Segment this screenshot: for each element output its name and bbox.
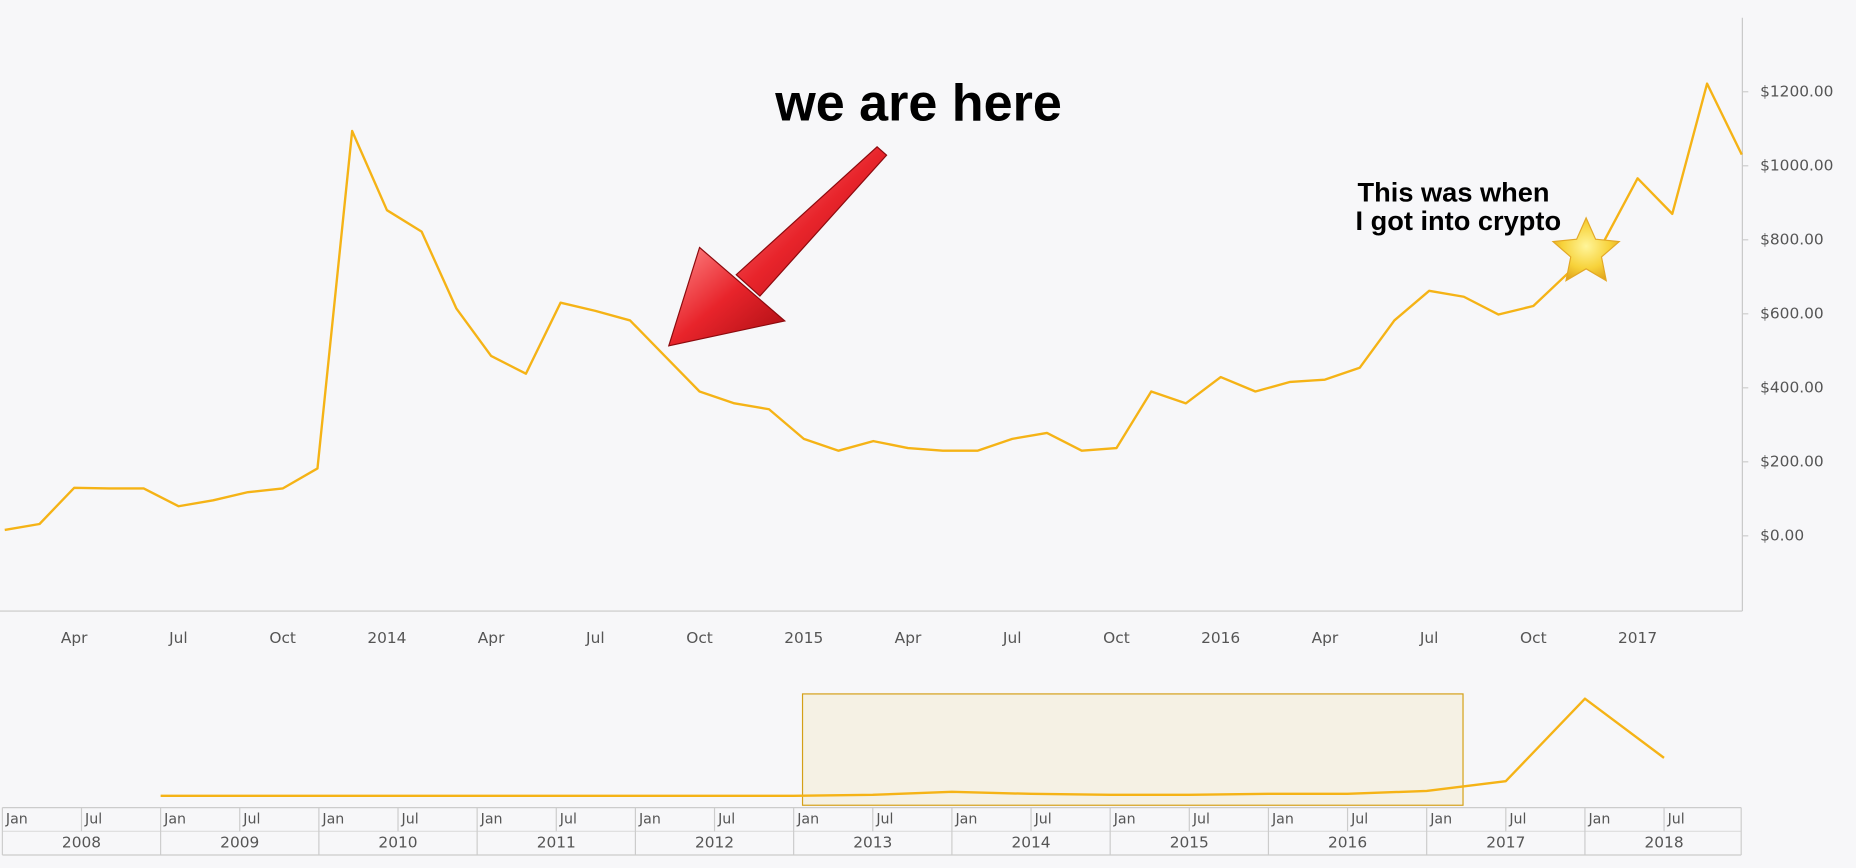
x-tick-label: Apr <box>478 629 505 647</box>
arrow <box>667 146 888 347</box>
x-tick-label: Jul <box>585 629 605 647</box>
x-tick-label: Jul <box>1419 629 1439 647</box>
navigator-month-label: Jan <box>954 811 977 827</box>
x-tick-label: Oct <box>1103 629 1130 647</box>
navigator-month-label: Jul <box>1508 811 1526 827</box>
navigator-year-label: 2013 <box>853 834 892 852</box>
x-tick-label: Jul <box>168 629 188 647</box>
navigator-month-label: Jul <box>559 811 577 827</box>
navigator-month-label: Jul <box>401 811 419 827</box>
navigator-month-label: Jul <box>717 811 735 827</box>
x-tick-label: 2017 <box>1618 629 1657 647</box>
navigator-month-label: Jul <box>1034 811 1052 827</box>
price-line <box>160 697 1665 797</box>
navigator-month-label: Jul <box>242 811 260 827</box>
x-tick-label: Apr <box>61 629 88 647</box>
navigator-year-label: 2018 <box>1645 834 1684 852</box>
x-tick-label: 2016 <box>1201 629 1240 647</box>
navigator-month-label: Jul <box>1667 811 1685 827</box>
navigator-year-label: 2010 <box>378 834 417 852</box>
x-tick-label: Jul <box>1002 629 1022 647</box>
navigator-month-label: Jan <box>796 811 819 827</box>
price-line <box>4 82 1743 532</box>
x-tick-label: Oct <box>1520 629 1547 647</box>
navigator-month-label: Jan <box>1587 811 1610 827</box>
x-tick-label: Oct <box>269 629 296 647</box>
y-tick-label: $1000.00 <box>1760 156 1833 174</box>
navigator-month-label: Jul <box>84 811 102 827</box>
navigator-month-label: Jul <box>1350 811 1368 827</box>
y-tick-label: $200.00 <box>1760 452 1824 470</box>
y-tick-label: $600.00 <box>1760 304 1824 322</box>
navigator-year-label: 2012 <box>695 834 734 852</box>
navigator-month-label: Jan <box>1429 811 1452 827</box>
navigator-year-label: 2014 <box>1011 834 1050 852</box>
navigator-selection[interactable] <box>801 693 1464 806</box>
navigator-month-label: Jan <box>1113 811 1136 827</box>
x-tick-label: 2015 <box>784 629 823 647</box>
annotation: This was when <box>1358 176 1550 207</box>
navigator-month-label: Jan <box>5 811 28 827</box>
annotation: we are here <box>774 74 1062 132</box>
y-tick-label: $400.00 <box>1760 378 1824 396</box>
navigator-month-label: Jan <box>163 811 186 827</box>
navigator-year-label: 2016 <box>1328 834 1367 852</box>
navigator-year-label: 2017 <box>1486 834 1525 852</box>
navigator-month-label: Jan <box>480 811 503 827</box>
navigator-month-label: Jan <box>1271 811 1294 827</box>
star <box>1551 216 1621 282</box>
y-tick-label: $800.00 <box>1760 230 1824 248</box>
x-tick-label: Apr <box>1312 629 1339 647</box>
navigator-year-label: 2008 <box>62 834 101 852</box>
navigator-month-label: Jul <box>875 811 893 827</box>
navigator-month-label: Jan <box>321 811 344 827</box>
annotation: I got into crypto <box>1355 205 1561 236</box>
navigator-month-label: Jul <box>1192 811 1210 827</box>
navigator-year-label: 2011 <box>537 834 576 852</box>
navigator-year-label: 2015 <box>1170 834 1209 852</box>
x-tick-label: 2014 <box>367 629 406 647</box>
navigator-year-label: 2009 <box>220 834 259 852</box>
y-tick-label: $1200.00 <box>1760 82 1833 100</box>
navigator-axis <box>2 807 1742 856</box>
y-tick-label: $0.00 <box>1760 526 1804 544</box>
x-tick-label: Apr <box>895 629 922 647</box>
x-tick-label: Oct <box>686 629 713 647</box>
navigator-month-label: Jan <box>638 811 661 827</box>
